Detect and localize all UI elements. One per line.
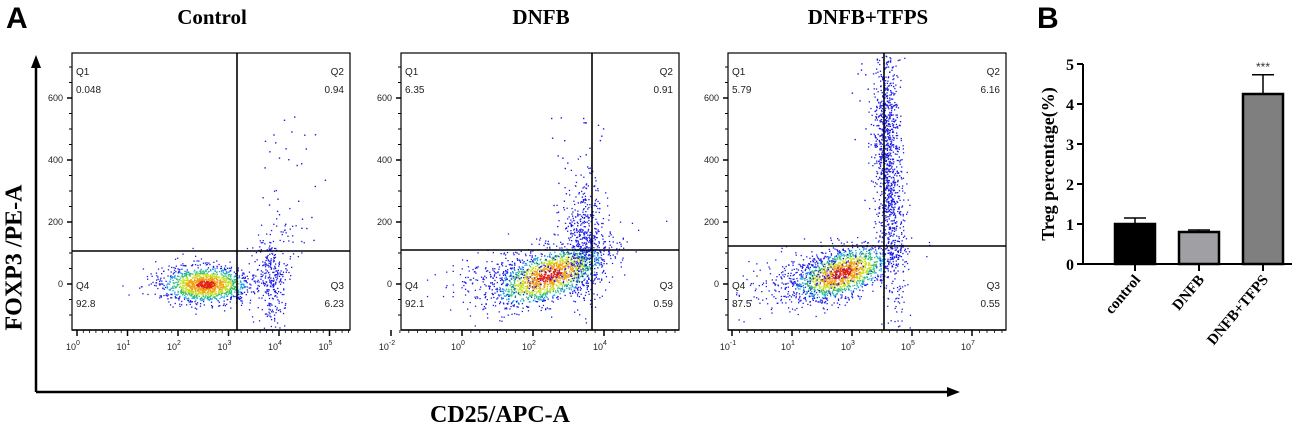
quadrant-value-q4: 92.1 [405, 299, 425, 310]
svg-text:400: 400 [48, 155, 63, 165]
svg-text:600: 600 [377, 93, 392, 103]
svg-text:600: 600 [48, 93, 63, 103]
quadrant-label-q1: Q1 [732, 67, 746, 78]
flow-plot-title-control: Control [177, 5, 247, 29]
svg-text:101: 101 [117, 340, 131, 352]
flow-plot-control: 0 200 400 600 100 101 102 103 104 105 Q1 0.048 Q2 0.9… [48, 52, 351, 352]
bar-dnfb-tfps [1241, 92, 1285, 266]
plot-frame [727, 52, 1007, 331]
svg-text:400: 400 [377, 155, 392, 165]
svg-text:0: 0 [387, 279, 392, 289]
quadrant-label-q3: Q3 [660, 281, 674, 292]
quadrant-label-q4: Q4 [732, 281, 746, 292]
scatter-points [122, 116, 327, 329]
svg-text:102: 102 [167, 340, 181, 352]
significance-annotation: *** [1256, 60, 1270, 74]
panel-a-letter: A [6, 2, 28, 35]
quadrant-value-q2: 6.16 [981, 85, 1001, 96]
bar-category-label: control [1103, 272, 1145, 317]
quadrant-value-q3: 0.55 [981, 299, 1001, 310]
shared-axes [31, 55, 960, 397]
svg-text:200: 200 [48, 217, 63, 227]
quadrant-label-q2: Q2 [331, 67, 345, 78]
quadrant-value-q2: 0.91 [654, 85, 674, 96]
x-axis-arrow-icon [947, 387, 960, 397]
quadrant-label-q3: Q3 [987, 281, 1001, 292]
quadrant-value-q1: 6.35 [405, 85, 425, 96]
quadrant-value-q1: 5.79 [732, 85, 752, 96]
quadrant-value-q4: 87.5 [732, 299, 752, 310]
quadrant-value-q3: 0.59 [654, 299, 674, 310]
scatter-points [426, 117, 668, 327]
quadrant-value-q1: 0.048 [76, 85, 101, 96]
bar-y-axis-label: Treg percentage(%) [1038, 87, 1059, 240]
svg-text:100: 100 [66, 340, 80, 352]
svg-text:0: 0 [58, 279, 63, 289]
y-axis-arrow-icon [31, 55, 41, 68]
bar-dnfb [1177, 230, 1221, 266]
svg-text:100: 100 [451, 340, 465, 352]
quadrant-label-q4: Q4 [76, 281, 90, 292]
quadrant-label-q2: Q2 [660, 67, 674, 78]
quadrant-label-q4: Q4 [405, 281, 419, 292]
panel-b-letter: B [1037, 2, 1059, 35]
svg-text:10-2: 10-2 [379, 340, 395, 352]
flow-plot-title-dnfb-tfps: DNFB+TFPS [807, 5, 929, 29]
svg-text:104: 104 [268, 340, 282, 352]
quadrant-label-q1: Q1 [76, 67, 90, 78]
quadrant-value-q2: 0.94 [325, 85, 345, 96]
svg-text:104: 104 [593, 340, 607, 352]
svg-text:102: 102 [522, 340, 536, 352]
quadrant-value-q3: 6.23 [325, 299, 345, 310]
flow-plot-dnfb: 0 200 400 600 10-2 100 102 104 Q1 6.35 Q2 0.91 Q3 0.5… [377, 52, 680, 352]
bar-category-label: DNFB+TFPS [1204, 272, 1272, 348]
quadrant-label-q2: Q2 [987, 67, 1001, 78]
quadrant-label-q1: Q1 [405, 67, 419, 78]
quadrant-value-q4: 92.8 [76, 299, 96, 310]
shared-x-axis-label: CD25/APC-A [430, 402, 570, 428]
scatter-points [733, 55, 931, 329]
quadrant-label-q3: Q3 [331, 281, 345, 292]
svg-text:200: 200 [377, 217, 392, 227]
bar-category-label: DNFB [1170, 272, 1209, 314]
flow-plot-title-dnfb: DNFB [512, 5, 570, 29]
bar-control [1113, 222, 1157, 266]
svg-text:103: 103 [218, 340, 232, 352]
svg-text:105: 105 [319, 340, 333, 352]
